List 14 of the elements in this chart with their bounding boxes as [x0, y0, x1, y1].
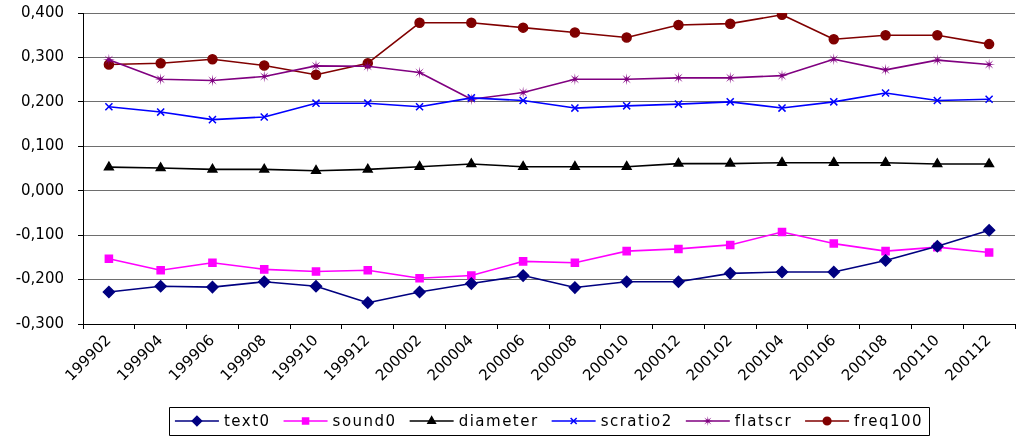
y-tick-label: 0,000: [21, 180, 64, 199]
y-tick-label: 0,400: [21, 2, 64, 21]
legend-label: diameter: [458, 411, 539, 430]
legend-label: flatscr: [734, 411, 793, 430]
y-tick-label: -0,100: [15, 225, 64, 244]
y-tick-label: 0,300: [21, 47, 64, 66]
y-tick-label: -0,200: [15, 269, 64, 288]
legend-label: freq100: [854, 411, 924, 430]
y-tick-label: -0,300: [15, 313, 64, 332]
y-tick-label: 0,200: [21, 91, 64, 110]
legend-label: scratio2: [600, 411, 673, 430]
legend-label: text0: [223, 411, 271, 430]
y-tick-label: 0,100: [21, 136, 64, 155]
legend-label: sound0: [332, 411, 397, 430]
